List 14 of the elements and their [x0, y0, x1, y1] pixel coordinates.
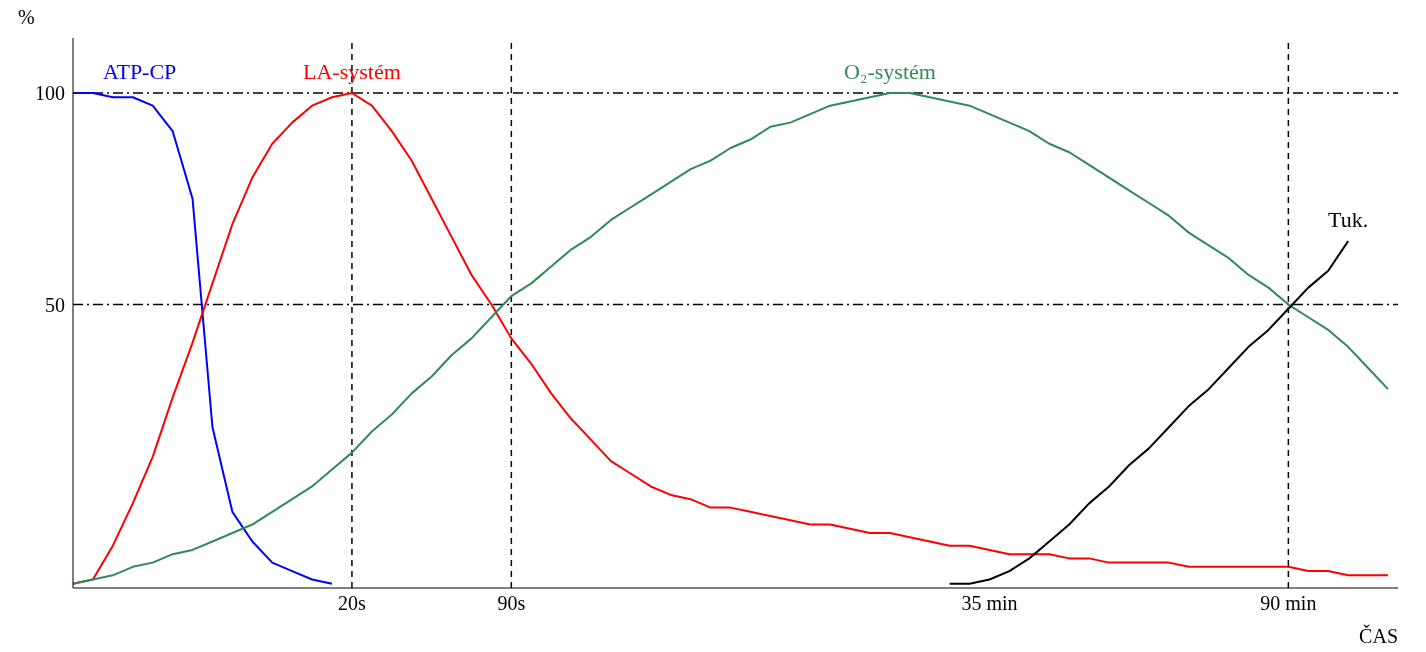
- series-label: LA-systém: [303, 59, 401, 84]
- y-axis-title: %: [18, 6, 35, 29]
- series-label: ATP-CP: [103, 59, 177, 84]
- y-tick-label: 50: [45, 293, 65, 316]
- line-series: [72, 92, 1389, 585]
- x-tick-label: 35 min: [961, 592, 1018, 615]
- line-series: [72, 92, 334, 585]
- y-tick-label: 100: [35, 82, 65, 105]
- x-tick-label: 90 min: [1260, 592, 1317, 615]
- series-label: Tuk.: [1328, 207, 1369, 233]
- x-axis-title: ČAS: [1359, 624, 1398, 647]
- series-label: O₂-systém: [843, 59, 936, 84]
- x-tick-label: 90s: [497, 592, 526, 615]
- x-tick-label: 20s: [338, 592, 367, 615]
